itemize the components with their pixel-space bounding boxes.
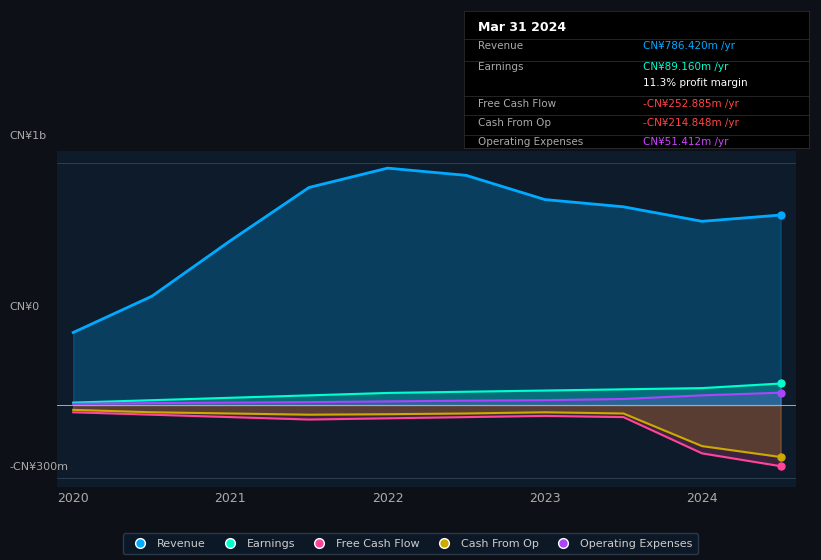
Text: CN¥786.420m /yr: CN¥786.420m /yr xyxy=(643,41,735,52)
Text: -CN¥214.848m /yr: -CN¥214.848m /yr xyxy=(643,118,739,128)
Text: -CN¥252.885m /yr: -CN¥252.885m /yr xyxy=(643,99,739,109)
Text: -CN¥300m: -CN¥300m xyxy=(10,462,68,472)
Text: Mar 31 2024: Mar 31 2024 xyxy=(478,21,566,34)
Text: CN¥0: CN¥0 xyxy=(10,302,39,312)
Text: 11.3% profit margin: 11.3% profit margin xyxy=(643,78,748,88)
Text: Free Cash Flow: Free Cash Flow xyxy=(478,99,556,109)
Text: CN¥89.160m /yr: CN¥89.160m /yr xyxy=(643,62,728,72)
Text: Operating Expenses: Operating Expenses xyxy=(478,137,583,147)
Text: CN¥1b: CN¥1b xyxy=(10,131,47,141)
Text: Earnings: Earnings xyxy=(478,62,523,72)
Text: Revenue: Revenue xyxy=(478,41,523,52)
Text: Cash From Op: Cash From Op xyxy=(478,118,551,128)
Legend: Revenue, Earnings, Free Cash Flow, Cash From Op, Operating Expenses: Revenue, Earnings, Free Cash Flow, Cash … xyxy=(123,533,698,554)
Text: CN¥51.412m /yr: CN¥51.412m /yr xyxy=(643,137,729,147)
